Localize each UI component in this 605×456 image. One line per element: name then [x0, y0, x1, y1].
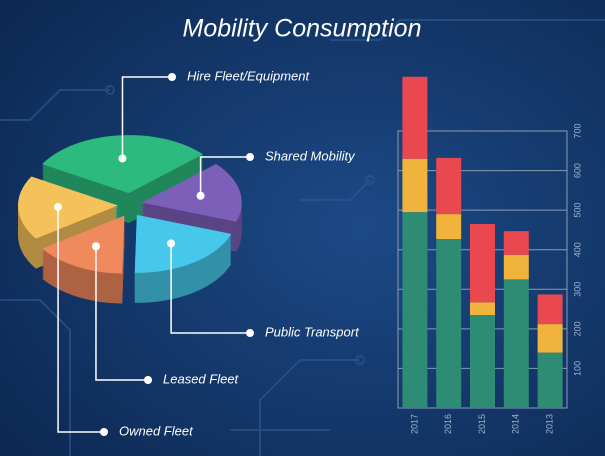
y-tick-label: 200	[572, 321, 582, 336]
leader-line	[121, 76, 172, 159]
bar-segment	[503, 254, 529, 280]
pie-slice	[18, 176, 119, 239]
x-tick-label: 2017	[409, 414, 419, 434]
y-tick-label: 600	[572, 163, 582, 178]
pie-label: Leased Fleet	[163, 371, 240, 386]
y-tick-label: 500	[572, 203, 582, 218]
leader-dot	[118, 154, 127, 163]
leader-dot	[144, 376, 152, 384]
leader-dot	[100, 428, 108, 436]
bar-segment	[470, 315, 495, 408]
leader-dot	[246, 329, 254, 337]
y-tick-label: 400	[572, 242, 582, 257]
leader-dot	[168, 73, 176, 81]
pie-slice	[42, 215, 125, 274]
bar-segment	[436, 214, 462, 240]
y-tick-label: 100	[572, 361, 582, 376]
bar-segment	[503, 231, 529, 255]
x-tick-label: 2015	[477, 414, 487, 434]
bar-segment	[402, 212, 428, 408]
pie-label: Owned Fleet	[119, 423, 194, 438]
pie-label: Hire Fleet/Equipment	[187, 68, 310, 83]
bar-segment	[470, 223, 495, 303]
pie-label: Public Transport	[265, 324, 360, 339]
y-tick-label: 700	[572, 123, 582, 138]
leader-line	[57, 206, 104, 433]
pie-slice	[134, 214, 232, 273]
x-tick-label: 2013	[544, 414, 554, 434]
pie-slice	[141, 163, 242, 222]
leader-dot	[196, 191, 205, 200]
y-tick-label: 300	[572, 282, 582, 297]
bar-segment	[436, 157, 462, 215]
leader-dot	[246, 153, 254, 161]
leader-dot	[91, 242, 100, 251]
bar-segment	[470, 302, 495, 316]
pie-label: Shared Mobility	[265, 148, 356, 163]
leader-dot	[54, 202, 63, 211]
leader-line	[95, 246, 148, 381]
x-tick-label: 2014	[511, 414, 521, 434]
bar-segment	[402, 76, 428, 159]
bar-segment	[436, 239, 462, 408]
leader-dot	[167, 239, 176, 248]
leader-line	[199, 156, 250, 196]
bar-segment	[537, 352, 563, 408]
title: Mobility Consumption	[183, 15, 422, 43]
bar-segment	[537, 324, 563, 353]
bar-segment	[402, 158, 428, 213]
bar-segment	[503, 279, 529, 408]
bar-segment	[537, 294, 563, 325]
circuit-decoration	[0, 19, 605, 456]
pie-slice	[42, 135, 204, 194]
leader-line	[170, 243, 250, 334]
x-tick-label: 2016	[443, 414, 453, 434]
